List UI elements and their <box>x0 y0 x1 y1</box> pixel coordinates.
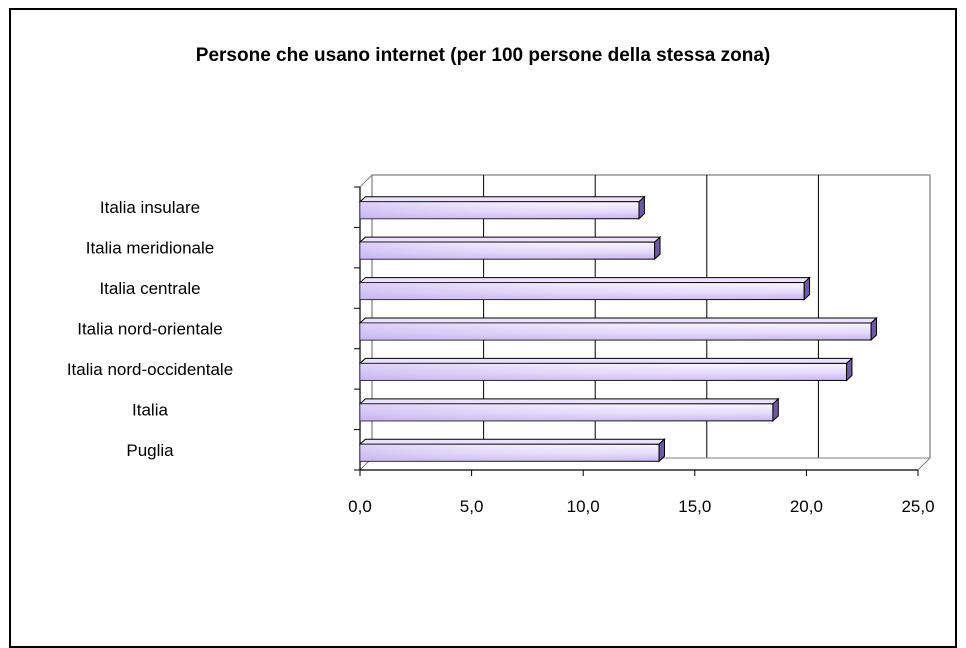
bar-top-face <box>358 317 878 324</box>
bar-side-face <box>654 235 661 261</box>
bar <box>358 276 811 301</box>
bar-side-face <box>772 397 779 423</box>
bar <box>358 235 662 261</box>
category-label: Puglia <box>126 441 174 460</box>
bar-side-face <box>638 195 645 220</box>
bar-side-face <box>846 357 853 382</box>
x-tick-label: 15,0 <box>678 497 711 516</box>
category-label: Italia meridionale <box>86 239 215 258</box>
bar-top-face <box>358 438 666 445</box>
x-tick-label: 10,0 <box>567 497 600 516</box>
category-label: Italia insulare <box>100 198 200 217</box>
bar-front-shade <box>360 201 639 219</box>
bar <box>358 397 780 423</box>
plot-back-wall <box>371 174 931 458</box>
x-tick-label: 25,0 <box>901 497 934 516</box>
bar-side-face <box>803 276 811 301</box>
category-label: Italia nord-orientale <box>77 320 223 339</box>
axis-layer <box>354 174 932 476</box>
category-label: Italia centrale <box>99 279 200 298</box>
left-wall-edge <box>359 174 373 188</box>
label-layer: 0,0 5,0 10,0 15,0 20,0 25,0 Italia insulare Ita… <box>67 198 935 516</box>
bar <box>358 316 878 342</box>
bar-front-shade <box>360 282 805 300</box>
bar-front-shade <box>360 363 847 381</box>
bar-chart: 0,0 5,0 10,0 15,0 20,0 25,0 Italia insulare Ita… <box>67 174 935 516</box>
bar-side-face <box>870 316 878 342</box>
category-label: Italia <box>132 400 168 419</box>
bar-top-face <box>358 398 780 405</box>
bar-top-face <box>358 277 811 284</box>
bar-top-face <box>358 357 854 364</box>
bar <box>358 195 646 220</box>
bar-front-shade <box>360 444 660 462</box>
chart-title: Persone che usano internet (per 100 pers… <box>195 45 771 66</box>
bar <box>358 438 666 463</box>
bar-front-shade <box>360 403 773 421</box>
x-tick-label: 5,0 <box>460 497 484 516</box>
bar-side-face <box>658 438 665 463</box>
bar-top-face <box>358 236 662 243</box>
x-tick-label: 0,0 <box>348 497 372 516</box>
bar-top-face <box>358 196 646 203</box>
bar-layer <box>358 195 878 463</box>
x-tick-label: 20,0 <box>790 497 823 516</box>
bar <box>358 357 854 382</box>
bar-front-shade <box>360 323 872 340</box>
category-label: Italia nord-occidentale <box>67 360 233 379</box>
bar-front-shade <box>360 242 655 260</box>
